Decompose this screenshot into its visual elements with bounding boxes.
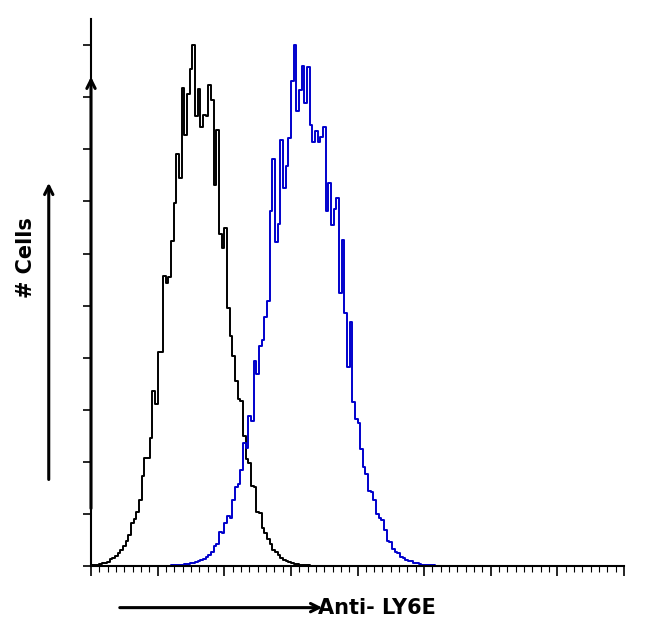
Text: Anti- LY6E: Anti- LY6E [318, 597, 436, 618]
Text: # Cells: # Cells [16, 217, 36, 298]
